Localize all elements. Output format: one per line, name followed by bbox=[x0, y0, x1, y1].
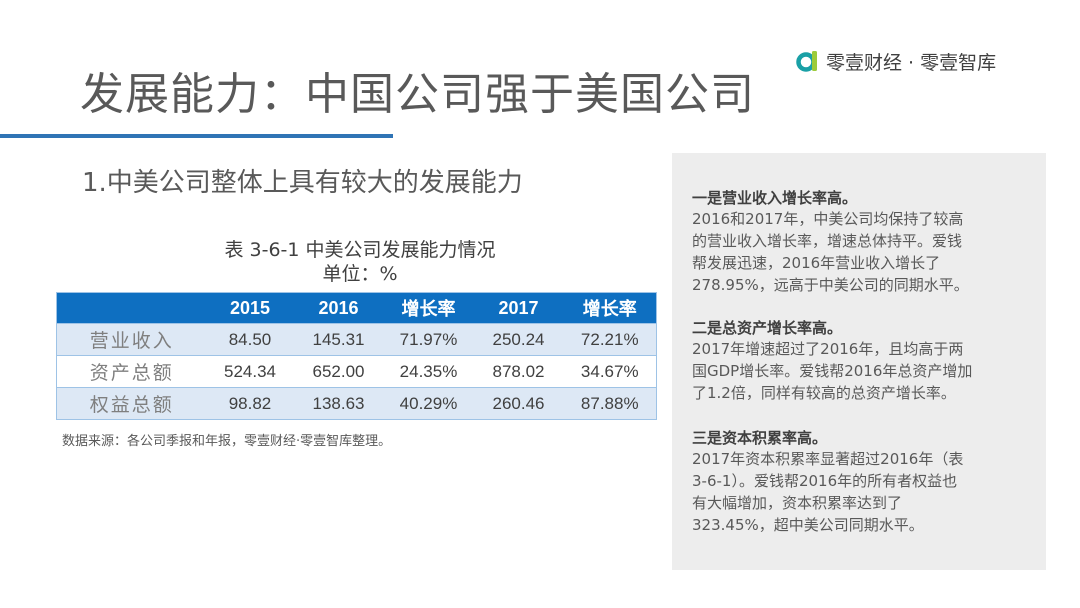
table-cell: 34.67% bbox=[563, 355, 657, 388]
summary-line: 2017年增速超过了2016年，且均高于两 bbox=[692, 340, 964, 358]
brand: 零壹财经 · 零壹智库 bbox=[796, 48, 996, 74]
summary-line: 了1.2倍，同样有较高的总资产增长率。 bbox=[692, 384, 956, 402]
table-cell: 145.31 bbox=[293, 323, 384, 356]
table-cell: 84.50 bbox=[206, 323, 294, 356]
summary-line: 2016和2017年，中美公司均保持了较高 bbox=[692, 210, 964, 228]
table-cell: 87.88% bbox=[563, 387, 657, 420]
table-cell: 98.82 bbox=[206, 387, 294, 420]
table-cell: 652.00 bbox=[293, 355, 384, 388]
table-row: 营业收入 84.50 145.31 71.97% 250.24 72.21% bbox=[56, 323, 657, 356]
summary-panel: 一是营业收入增长率高。 2016和2017年，中美公司均保持了较高 的营业收入增… bbox=[672, 153, 1046, 570]
summary-line: 278.95%，远高于中美公司的同期水平。 bbox=[692, 276, 969, 294]
table-cell: 878.02 bbox=[473, 355, 564, 388]
table-header-cell: 增长率 bbox=[383, 292, 474, 324]
table-header-cell: 2015 bbox=[206, 292, 294, 324]
brand-name: 零壹财经 · 零壹智库 bbox=[826, 51, 997, 74]
data-source-note: 数据来源：各公司季报和年报，零壹财经·零壹智库整理。 bbox=[62, 434, 392, 449]
table-header-cell bbox=[56, 292, 207, 324]
table-cell: 24.35% bbox=[383, 355, 474, 388]
table-cell: 524.34 bbox=[206, 355, 294, 388]
title-underline bbox=[0, 134, 393, 138]
row-label: 资产总额 bbox=[56, 355, 207, 388]
table-cell: 40.29% bbox=[383, 387, 474, 420]
row-label: 营业收入 bbox=[56, 323, 207, 356]
table-unit: 单位：% bbox=[322, 263, 398, 285]
summary-section: 二是总资产增长率高。 2017年增速超过了2016年，且均高于两 国GDP增长率… bbox=[692, 319, 1037, 404]
summary-section-body: 2017年资本积累率显著超过2016年（表 3-6-1）。爱钱帮2016年的所有… bbox=[692, 448, 1037, 536]
summary-section-body: 2017年增速超过了2016年，且均高于两 国GDP增长率。爱钱帮2016年总资… bbox=[692, 338, 1037, 404]
summary-section: 一是营业收入增长率高。 2016和2017年，中美公司均保持了较高 的营业收入增… bbox=[692, 189, 1037, 296]
summary-section: 三是资本积累率高。 2017年资本积累率显著超过2016年（表 3-6-1）。爱… bbox=[692, 429, 1037, 536]
summary-line: 323.45%，超中美公司同期水平。 bbox=[692, 516, 924, 534]
table-header-cell: 增长率 bbox=[563, 292, 657, 324]
table-cell: 72.21% bbox=[563, 323, 657, 356]
table-row: 资产总额 524.34 652.00 24.35% 878.02 34.67% bbox=[56, 355, 657, 388]
table-cell: 71.97% bbox=[383, 323, 474, 356]
row-label: 权益总额 bbox=[56, 387, 207, 420]
summary-line: 2017年资本积累率显著超过2016年（表 bbox=[692, 450, 964, 468]
table-caption: 表 3-6-1 中美公司发展能力情况 单位：% bbox=[160, 238, 560, 286]
summary-line: 有大幅增加，资本积累率达到了 bbox=[692, 494, 903, 512]
summary-line: 帮发展迅速，2016年营业收入增长了 bbox=[692, 254, 941, 272]
table-row: 权益总额 98.82 138.63 40.29% 260.46 87.88% bbox=[56, 387, 657, 420]
summary-section-body: 2016和2017年，中美公司均保持了较高 的营业收入增长率，增速总体持平。爱钱… bbox=[692, 208, 1037, 296]
data-table: 2015 2016 增长率 2017 增长率 营业收入 84.50 145.31… bbox=[56, 292, 657, 420]
summary-line: 国GDP增长率。爱钱帮2016年总资产增加 bbox=[692, 362, 973, 380]
summary-section-title: 三是资本积累率高。 bbox=[692, 429, 828, 447]
table-header-row: 2015 2016 增长率 2017 增长率 bbox=[56, 292, 657, 324]
table-caption-title: 表 3-6-1 中美公司发展能力情况 bbox=[224, 239, 496, 261]
page-title: 发展能力：中国公司强于美国公司 bbox=[80, 69, 755, 120]
table-cell: 138.63 bbox=[293, 387, 384, 420]
table-header-cell: 2016 bbox=[293, 292, 384, 324]
section-subtitle: 1.中美公司整体上具有较大的发展能力 bbox=[82, 168, 523, 198]
table-cell: 250.24 bbox=[473, 323, 564, 356]
summary-line: 3-6-1）。爱钱帮2016年的所有者权益也 bbox=[692, 472, 958, 490]
summary-section-title: 一是营业收入增长率高。 bbox=[692, 189, 858, 207]
brand-logo-icon bbox=[796, 51, 817, 72]
summary-line: 的营业收入增长率，增速总体持平。爱钱 bbox=[692, 232, 963, 250]
table-cell: 260.46 bbox=[473, 387, 564, 420]
summary-section-title: 二是总资产增长率高。 bbox=[692, 319, 843, 337]
table-header-cell: 2017 bbox=[473, 292, 564, 324]
